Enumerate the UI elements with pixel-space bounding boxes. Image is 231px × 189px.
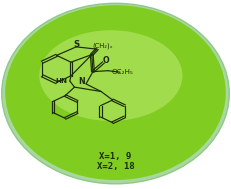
Text: HN: HN bbox=[56, 78, 68, 84]
Ellipse shape bbox=[2, 3, 229, 184]
Text: OC₂H₅: OC₂H₅ bbox=[112, 69, 134, 75]
Text: N: N bbox=[79, 77, 85, 86]
Text: S: S bbox=[73, 40, 80, 49]
Ellipse shape bbox=[5, 5, 226, 180]
Text: O: O bbox=[102, 56, 109, 65]
Ellipse shape bbox=[39, 30, 182, 121]
Text: X=1, 9
X=2, 18: X=1, 9 X=2, 18 bbox=[97, 152, 134, 171]
Text: (CH₂)ₓ: (CH₂)ₓ bbox=[92, 42, 113, 49]
